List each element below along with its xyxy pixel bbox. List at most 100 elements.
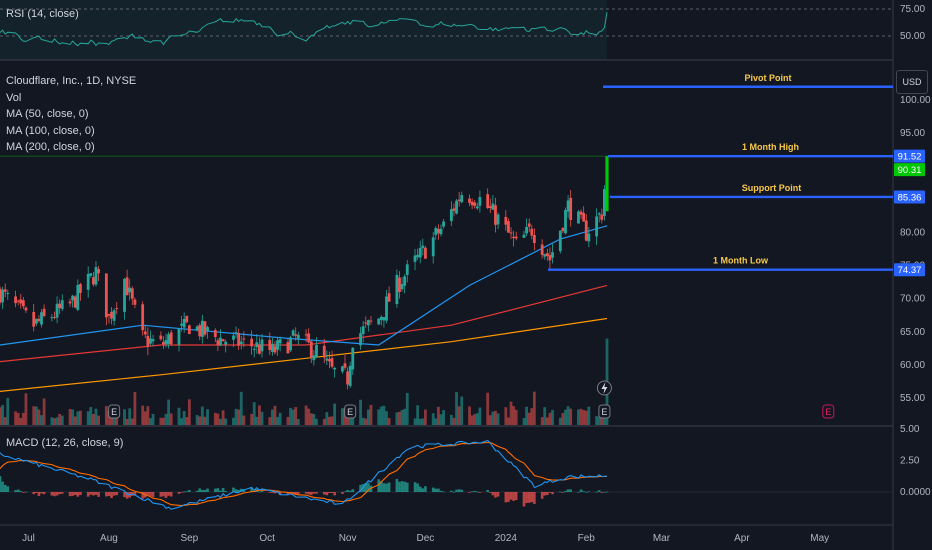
price-axis-label: 80.00 bbox=[900, 227, 925, 238]
macd-histogram-bar bbox=[533, 492, 536, 504]
macd-histogram-bar bbox=[473, 490, 477, 492]
macd-histogram-bar bbox=[3, 484, 7, 492]
volume-bar bbox=[6, 397, 10, 425]
volume-bar bbox=[0, 407, 2, 425]
candle-body bbox=[89, 273, 93, 276]
macd-histogram-bar bbox=[6, 486, 10, 492]
main-legend: Cloudflare, Inc., 1D, NYSE Vol MA (50, c… bbox=[6, 73, 136, 156]
macd-histogram-bar bbox=[112, 492, 116, 496]
volume-bar bbox=[94, 408, 98, 425]
volume-bar bbox=[584, 410, 588, 425]
macd-histogram-bar bbox=[543, 492, 547, 496]
candle-body bbox=[187, 325, 191, 335]
volume-bar bbox=[187, 399, 191, 425]
candle-body bbox=[507, 221, 510, 233]
candle-body bbox=[151, 339, 155, 342]
macd-histogram-bar bbox=[232, 487, 235, 492]
candle-body bbox=[405, 264, 409, 275]
ma100-legend[interactable]: MA (100, close, 0) bbox=[6, 124, 95, 137]
candle-body bbox=[597, 213, 601, 215]
volume-bar bbox=[50, 417, 54, 425]
volume-bar bbox=[276, 416, 279, 425]
macd-histogram-bar bbox=[442, 491, 445, 493]
candle-body bbox=[206, 327, 209, 331]
macd-histogram-bar bbox=[325, 492, 329, 496]
volume-bar bbox=[294, 407, 298, 425]
macd-histogram-bar bbox=[182, 491, 186, 493]
candle-body bbox=[200, 320, 204, 337]
macd-histogram-bar bbox=[385, 483, 388, 492]
volume-bar bbox=[167, 399, 171, 425]
price-marker-label: 85.36 bbox=[898, 192, 922, 203]
candle-body bbox=[216, 340, 220, 346]
macd-histogram-bar bbox=[195, 490, 199, 492]
candle-body bbox=[470, 201, 474, 206]
macd-histogram-bar bbox=[115, 492, 119, 496]
macd-histogram-bar bbox=[346, 490, 349, 492]
macd-histogram-bar bbox=[164, 492, 168, 498]
macd-histogram-bar bbox=[322, 492, 326, 495]
volume-bar bbox=[551, 409, 554, 425]
candle-body bbox=[579, 211, 583, 215]
upcoming-earnings-label: E bbox=[825, 407, 831, 417]
volume-bar bbox=[514, 409, 518, 425]
volume-bar bbox=[475, 413, 479, 425]
macd-histogram-bar bbox=[89, 492, 93, 495]
currency-button[interactable]: USD bbox=[896, 70, 928, 94]
annotation-label: Pivot Point bbox=[745, 73, 792, 83]
volume-bar bbox=[359, 399, 362, 425]
volume-bar bbox=[548, 412, 552, 425]
volume-bar bbox=[200, 406, 204, 425]
volume-bar bbox=[133, 392, 137, 425]
volume-legend[interactable]: Vol bbox=[6, 91, 22, 104]
volume-bar bbox=[496, 413, 500, 425]
volume-bar bbox=[532, 391, 536, 425]
macd-histogram-bar bbox=[548, 492, 552, 493]
candle-body bbox=[169, 332, 173, 345]
candle-body bbox=[434, 228, 438, 235]
x-axis-label: May bbox=[810, 533, 829, 544]
volume-bar bbox=[216, 413, 220, 425]
volume-bar bbox=[273, 405, 277, 425]
macd-histogram-bar bbox=[304, 492, 308, 494]
rsi-shaded-band bbox=[0, 0, 607, 60]
volume-bar bbox=[595, 416, 599, 425]
x-axis-label: Mar bbox=[653, 533, 671, 544]
macd-histogram-bar bbox=[478, 492, 482, 493]
candle-body bbox=[449, 209, 453, 222]
last-candle-body bbox=[605, 156, 609, 212]
macd-histogram-bar bbox=[224, 490, 227, 492]
macd-legend: MACD (12, 26, close, 9) bbox=[6, 435, 123, 452]
candle-body bbox=[289, 337, 292, 351]
volume-bar bbox=[304, 405, 308, 425]
candle-body bbox=[457, 199, 461, 201]
volume-bar bbox=[431, 413, 435, 425]
macd-histogram-bar bbox=[600, 492, 604, 493]
volume-bar bbox=[255, 416, 259, 425]
volume-bar bbox=[364, 418, 368, 425]
volume-bar bbox=[597, 417, 601, 425]
macd-histogram-bar bbox=[491, 492, 495, 496]
candle-body bbox=[104, 273, 108, 318]
candle-body bbox=[110, 311, 113, 319]
macd-histogram-bar bbox=[551, 492, 554, 495]
candle-body bbox=[421, 245, 425, 249]
candle-body bbox=[239, 341, 243, 344]
symbol-title[interactable]: Cloudflare, Inc., 1D, NYSE bbox=[6, 75, 137, 87]
ma200-legend[interactable]: MA (200, close, 0) bbox=[6, 141, 95, 153]
ma50-legend[interactable]: MA (50, close, 0) bbox=[6, 108, 89, 120]
volume-bar bbox=[164, 413, 168, 425]
candle-body bbox=[133, 299, 137, 305]
volume-bar bbox=[149, 418, 152, 425]
candle-body bbox=[141, 304, 145, 331]
candle-body bbox=[278, 339, 282, 344]
volume-bar bbox=[58, 413, 62, 425]
volume-bar bbox=[434, 418, 438, 425]
macd-histogram-bar bbox=[203, 489, 207, 492]
volume-bar bbox=[307, 408, 311, 425]
macd-histogram-bar bbox=[92, 492, 95, 496]
candle-body bbox=[527, 223, 531, 227]
candle-body bbox=[143, 331, 147, 335]
candle-body bbox=[486, 194, 490, 209]
